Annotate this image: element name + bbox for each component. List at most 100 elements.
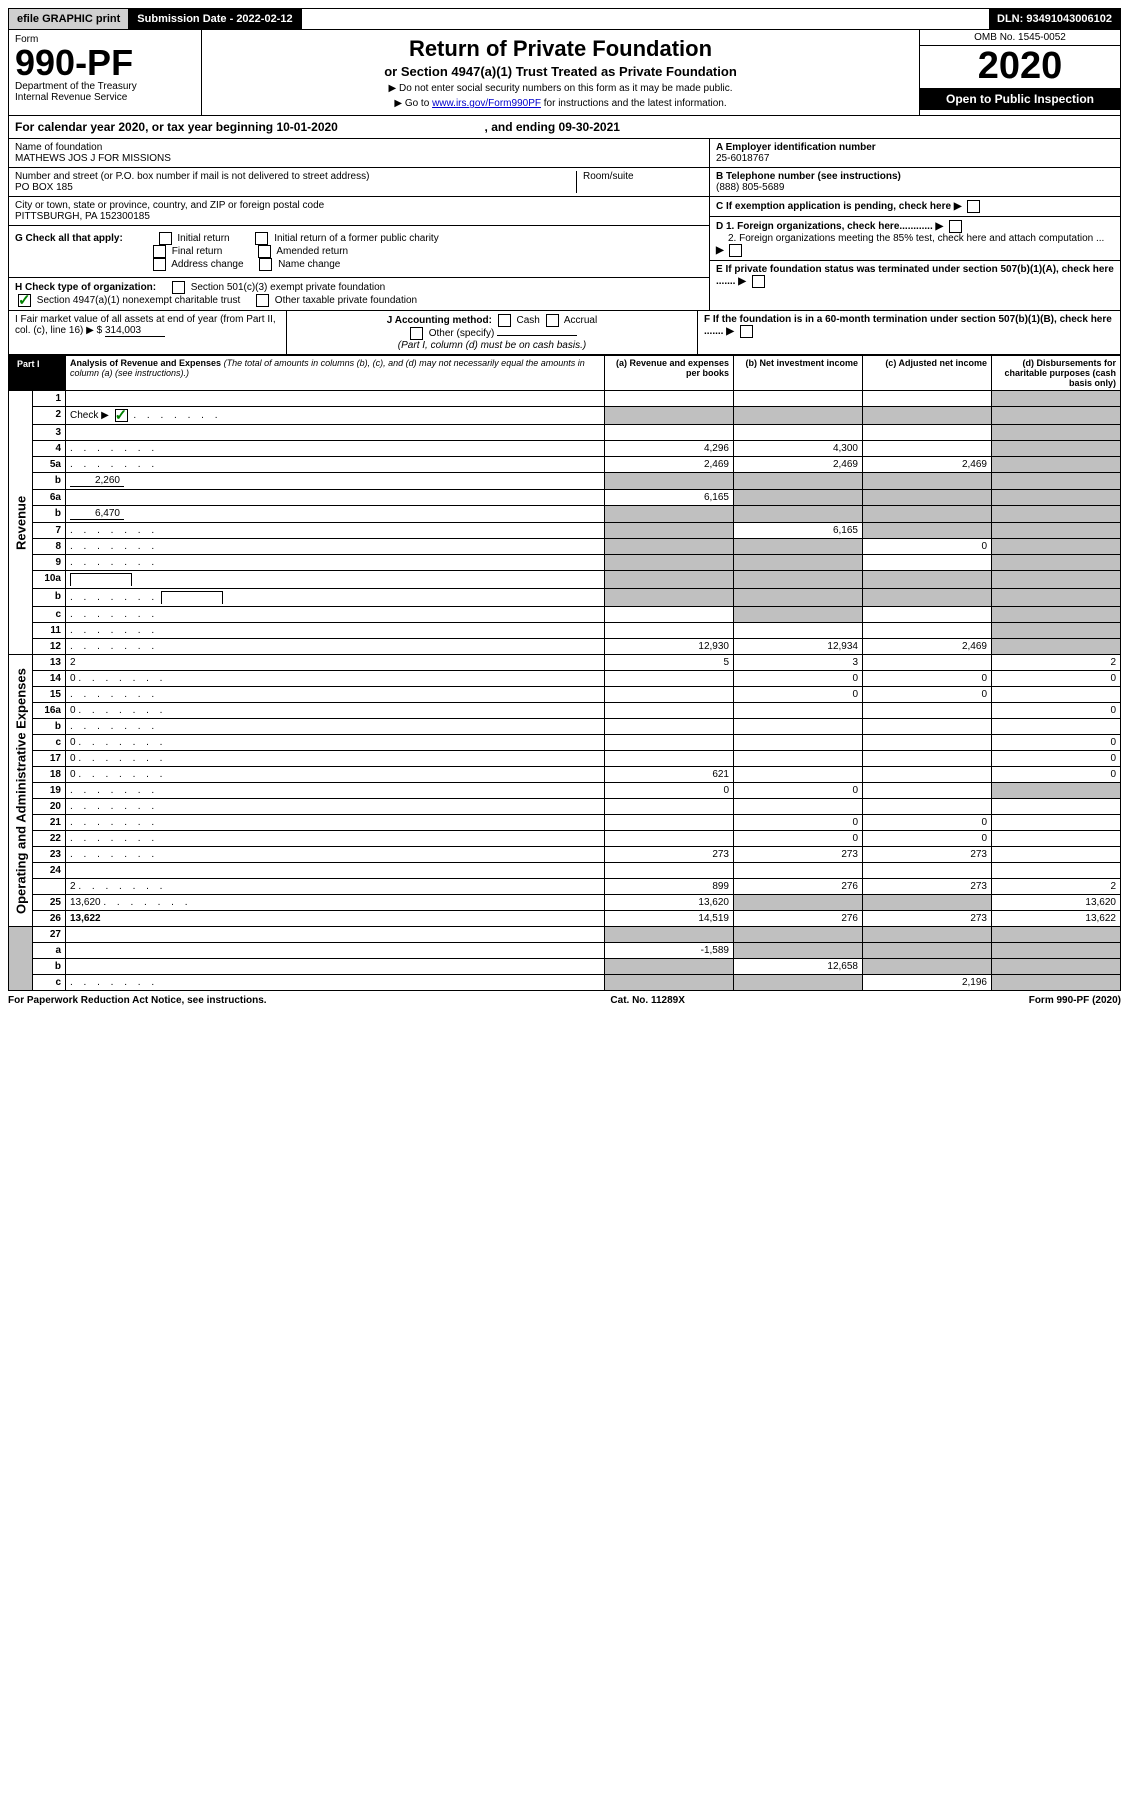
col-c-value bbox=[863, 703, 992, 719]
col-d-value: 2 bbox=[992, 655, 1121, 671]
col-c-value bbox=[863, 589, 992, 607]
j-note: (Part I, column (d) must be on cash basi… bbox=[398, 340, 586, 351]
irs-link[interactable]: www.irs.gov/Form990PF bbox=[432, 98, 541, 109]
line-number: 14 bbox=[33, 671, 66, 687]
col-c-value: 0 bbox=[863, 815, 992, 831]
col-a-value: 14,519 bbox=[605, 911, 734, 927]
col-a-value: 899 bbox=[605, 879, 734, 895]
col-d-value bbox=[992, 719, 1121, 735]
col-b-value bbox=[734, 703, 863, 719]
checkbox-name-change[interactable] bbox=[259, 258, 272, 271]
col-a-value: 273 bbox=[605, 847, 734, 863]
col-b-value bbox=[734, 799, 863, 815]
table-row: 2513,620 . . . . . . .13,62013,620 bbox=[9, 895, 1121, 911]
open-public-badge: Open to Public Inspection bbox=[920, 88, 1120, 110]
col-a-header: (a) Revenue and expenses per books bbox=[605, 356, 734, 391]
checkbox-status-terminated[interactable] bbox=[752, 275, 765, 288]
col-a-value: 0 bbox=[605, 783, 734, 799]
line-number: 7 bbox=[33, 523, 66, 539]
col-b-value bbox=[734, 735, 863, 751]
table-row: c0 . . . . . . .0 bbox=[9, 735, 1121, 751]
col-a-value bbox=[605, 959, 734, 975]
col-b-value bbox=[734, 425, 863, 441]
city-label: City or town, state or province, country… bbox=[15, 200, 703, 211]
ein-label: A Employer identification number bbox=[716, 142, 876, 153]
line-description: . . . . . . . bbox=[66, 523, 605, 539]
col-a-value bbox=[605, 473, 734, 490]
omb-number: OMB No. 1545-0052 bbox=[920, 30, 1120, 46]
col-b-value: 12,934 bbox=[734, 639, 863, 655]
col-b-value: 276 bbox=[734, 911, 863, 927]
line-number: b bbox=[33, 719, 66, 735]
col-b-value bbox=[734, 895, 863, 911]
table-row: 24 bbox=[9, 863, 1121, 879]
table-row: 4 . . . . . . .4,2964,300 bbox=[9, 441, 1121, 457]
checkbox-other-method[interactable] bbox=[410, 327, 423, 340]
line-description: 0 . . . . . . . bbox=[66, 703, 605, 719]
checkbox-sch-b[interactable] bbox=[115, 409, 128, 422]
checkbox-accrual[interactable] bbox=[546, 314, 559, 327]
spacer-cell bbox=[9, 927, 33, 991]
col-b-value bbox=[734, 391, 863, 407]
col-c-value: 273 bbox=[863, 847, 992, 863]
col-d-value bbox=[992, 391, 1121, 407]
col-b-value bbox=[734, 539, 863, 555]
col-c-value bbox=[863, 767, 992, 783]
tax-year-end: 09-30-2021 bbox=[559, 120, 620, 134]
line-description: . . . . . . . bbox=[66, 719, 605, 735]
table-row: 140 . . . . . . .000 bbox=[9, 671, 1121, 687]
checkbox-4947a1[interactable] bbox=[18, 294, 31, 307]
line-number: a bbox=[33, 943, 66, 959]
address-label: Number and street (or P.O. box number if… bbox=[15, 171, 576, 182]
checkbox-initial-return-public[interactable] bbox=[255, 232, 268, 245]
checkbox-60-month[interactable] bbox=[740, 325, 753, 338]
checkbox-foreign-85[interactable] bbox=[729, 244, 742, 257]
line-description: 2,260 bbox=[66, 473, 605, 490]
col-c-value: 2,469 bbox=[863, 457, 992, 473]
checkbox-initial-return[interactable] bbox=[159, 232, 172, 245]
col-a-value bbox=[605, 623, 734, 639]
col-d-value bbox=[992, 571, 1121, 589]
line-description bbox=[66, 490, 605, 506]
checkbox-address-change[interactable] bbox=[153, 258, 166, 271]
table-row: 3 bbox=[9, 425, 1121, 441]
address: PO BOX 185 bbox=[15, 182, 576, 193]
checkbox-final-return[interactable] bbox=[153, 245, 166, 258]
table-row: 6a6,165 bbox=[9, 490, 1121, 506]
col-b-value bbox=[734, 863, 863, 879]
line-description: . . . . . . . bbox=[66, 555, 605, 571]
col-d-value bbox=[992, 407, 1121, 425]
table-row: b . . . . . . . bbox=[9, 719, 1121, 735]
line-number: 23 bbox=[33, 847, 66, 863]
checkbox-foreign-org[interactable] bbox=[949, 220, 962, 233]
col-a-value bbox=[605, 607, 734, 623]
col-c-value: 0 bbox=[863, 539, 992, 555]
line-description: . . . . . . . bbox=[66, 441, 605, 457]
col-c-value bbox=[863, 943, 992, 959]
checkbox-cash[interactable] bbox=[498, 314, 511, 327]
line-description: . . . . . . . bbox=[66, 457, 605, 473]
table-row: b12,658 bbox=[9, 959, 1121, 975]
col-c-value: 2,469 bbox=[863, 639, 992, 655]
col-b-value: 4,300 bbox=[734, 441, 863, 457]
amount-box[interactable] bbox=[161, 591, 223, 604]
c-label: C If exemption application is pending, c… bbox=[716, 201, 951, 212]
col-c-value: 0 bbox=[863, 687, 992, 703]
checkbox-exemption-pending[interactable] bbox=[967, 200, 980, 213]
line-number: 19 bbox=[33, 783, 66, 799]
col-a-value: 621 bbox=[605, 767, 734, 783]
line-number: 3 bbox=[33, 425, 66, 441]
col-d-value bbox=[992, 639, 1121, 655]
amount-box[interactable] bbox=[70, 573, 132, 586]
checkbox-amended-return[interactable] bbox=[258, 245, 271, 258]
line-description: 0 . . . . . . . bbox=[66, 751, 605, 767]
checkbox-other-taxable[interactable] bbox=[256, 294, 269, 307]
line-number: 6a bbox=[33, 490, 66, 506]
checkbox-501c3[interactable] bbox=[172, 281, 185, 294]
line-number: 2 bbox=[33, 407, 66, 425]
col-d-value bbox=[992, 457, 1121, 473]
part1-label: Part I bbox=[9, 356, 48, 372]
col-d-value: 0 bbox=[992, 735, 1121, 751]
table-row: 15 . . . . . . .00 bbox=[9, 687, 1121, 703]
col-d-value: 2 bbox=[992, 879, 1121, 895]
